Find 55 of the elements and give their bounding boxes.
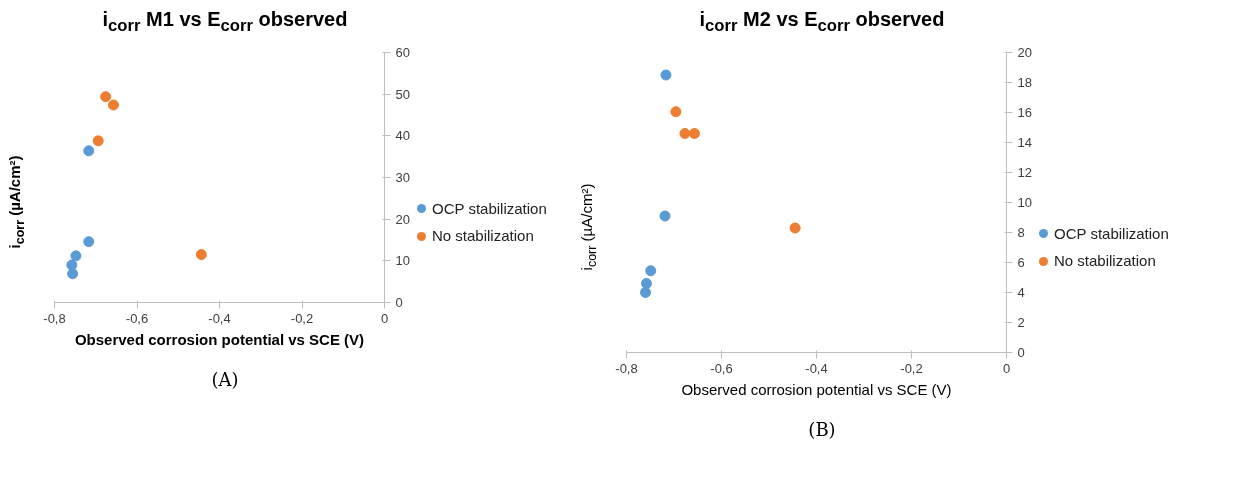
y-tick-label: 2 — [1017, 315, 1025, 330]
point — [688, 128, 700, 139]
y-tick-label: 10 — [395, 253, 410, 269]
legend-label: OCP stabilization — [1054, 224, 1169, 244]
y-tick-label: 10 — [1017, 195, 1032, 210]
chart-title: i$_{corr}$ M1 vs E$_{corr}$ observed — [102, 7, 348, 37]
y-tick-label: 20 — [1017, 45, 1032, 60]
legend-label: No stabilization — [1054, 251, 1156, 272]
y-tick-label: 12 — [1017, 165, 1032, 180]
y-tick-label: 0 — [1017, 345, 1025, 360]
point — [92, 135, 104, 147]
x-axis-title: Observed corrosion potential vs SCE (V) — [74, 330, 365, 348]
y-tick-label: 18 — [1017, 75, 1032, 90]
point — [645, 265, 657, 277]
y-tick-label: 0 — [395, 295, 403, 310]
y-tick-label: 4 — [1017, 285, 1025, 300]
x-tick-label: -0,2 — [290, 310, 314, 326]
legend-label: OCP stabilization — [432, 199, 547, 219]
x-tick-label: -0,2 — [900, 360, 923, 376]
x-tick-label: -0,8 — [615, 360, 638, 376]
y-tick-label: 40 — [395, 128, 410, 144]
point — [640, 287, 651, 298]
point — [789, 222, 801, 234]
text: (B) — [808, 418, 836, 442]
y-tick-label: 6 — [1017, 255, 1025, 270]
x-tick-label: -0,4 — [208, 310, 231, 326]
x-tick-label: -0,6 — [125, 310, 149, 326]
x-tick-label: -0,4 — [805, 360, 828, 376]
point — [83, 145, 95, 157]
chart-title: i$_{corr}$ M2 vs E$_{corr}$ observed — [699, 7, 945, 37]
x-tick-label: 0 — [380, 310, 389, 326]
y-tick-label: 16 — [1017, 105, 1032, 120]
point — [659, 210, 671, 222]
point — [70, 250, 82, 262]
text: (A) — [211, 368, 239, 392]
point — [83, 236, 95, 248]
point — [100, 91, 112, 103]
point — [67, 268, 79, 280]
y-tick-label: 8 — [1017, 225, 1025, 240]
legend-label: No stabilization — [432, 226, 534, 247]
y-tick-label: 50 — [395, 86, 410, 102]
point — [195, 249, 207, 261]
y-tick-label: 30 — [395, 170, 410, 185]
point — [640, 278, 652, 289]
y-tick-label: 20 — [395, 211, 410, 227]
point — [679, 128, 691, 139]
x-axis-title: Observed corrosion potential vs SCE (V) — [681, 380, 952, 398]
x-tick-label: 0 — [1002, 360, 1011, 376]
point — [107, 99, 119, 111]
x-tick-label: -0,6 — [710, 360, 733, 376]
x-tick-label: -0,8 — [43, 310, 66, 326]
point — [670, 106, 682, 118]
y-tick-label: 60 — [395, 45, 410, 60]
y-tick-label: 14 — [1017, 135, 1032, 150]
point — [660, 69, 672, 81]
